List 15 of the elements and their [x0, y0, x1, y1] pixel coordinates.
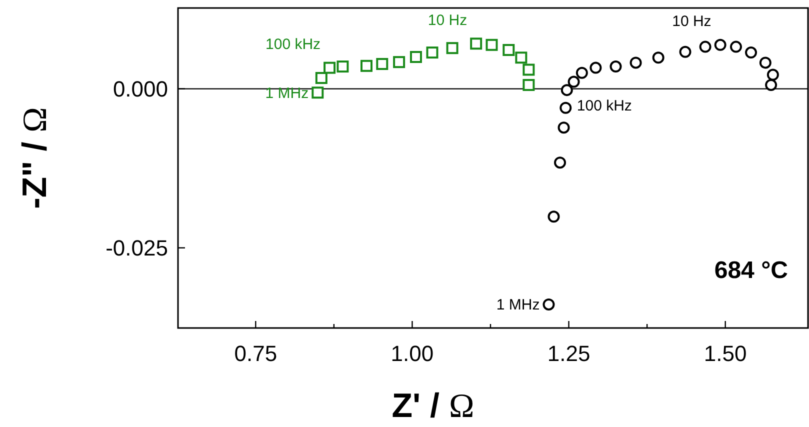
annotation: 100 kHz [266, 36, 321, 54]
x-axis-title: Z' / Ω [392, 387, 474, 425]
annotation: 10 Hz [672, 13, 712, 30]
annotation: 1 MHz [496, 296, 540, 314]
x-tick-label: 1.00 [390, 341, 434, 366]
annotation: 1 MHz [265, 84, 309, 102]
x-tick-label: 1.50 [704, 341, 747, 366]
x-tick-label: 1.25 [547, 341, 590, 366]
annotation: 684 °C [714, 257, 788, 284]
y-tick-label: -0.025 [106, 236, 168, 261]
y-axis-title: -Z" / Ω [16, 107, 54, 209]
x-tick-label: 0.75 [234, 341, 278, 366]
annotation: 10 Hz [428, 12, 468, 29]
y-tick-label: 0.000 [112, 76, 168, 102]
annotation: 100 kHz [576, 97, 632, 114]
